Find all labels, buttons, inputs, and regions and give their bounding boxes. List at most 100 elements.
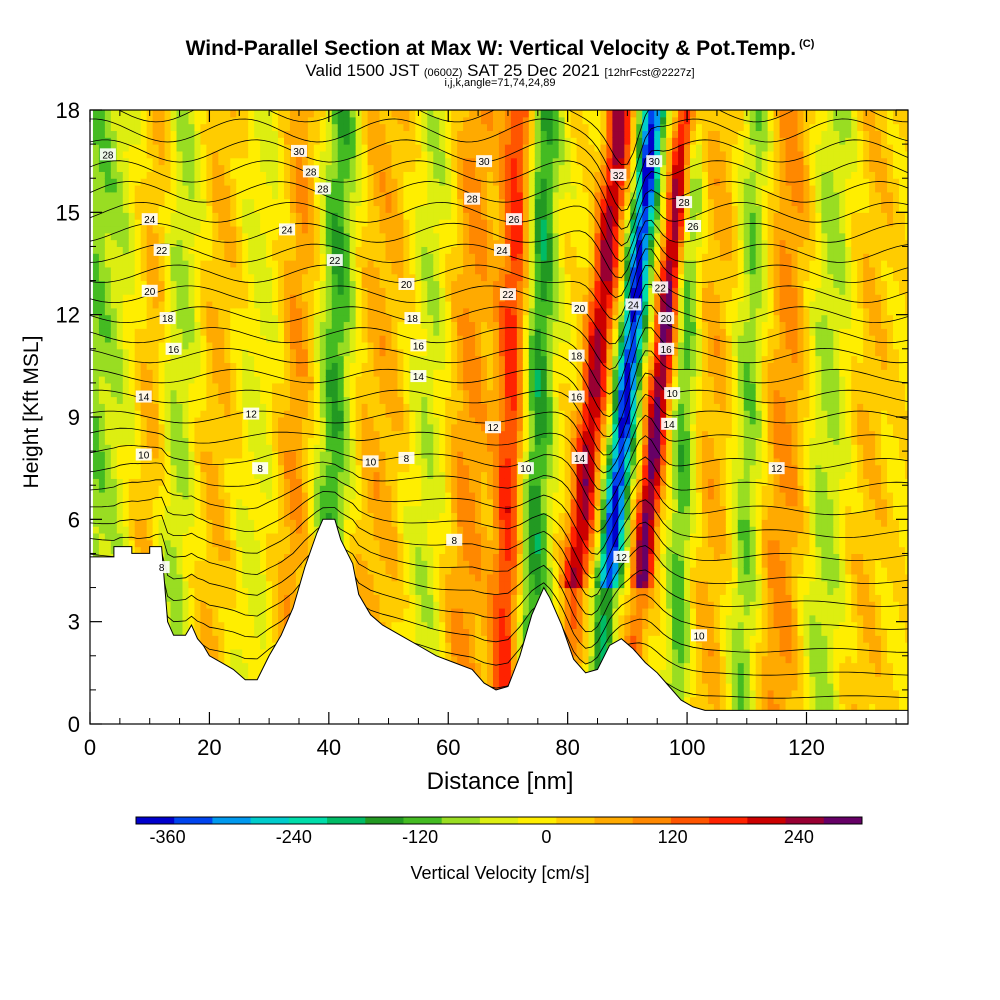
velocity-cell (272, 191, 279, 200)
velocity-cell (224, 567, 231, 575)
velocity-cell (182, 498, 190, 507)
velocity-cell (98, 410, 106, 418)
velocity-cell (361, 178, 369, 186)
velocity-cell (224, 225, 231, 234)
velocity-cell (104, 526, 112, 534)
velocity-cell (188, 260, 196, 268)
velocity-cell (409, 601, 416, 609)
velocity-cell (164, 498, 172, 507)
velocity-cell (140, 382, 148, 391)
velocity-cell (385, 410, 393, 418)
velocity-cell (140, 164, 148, 172)
velocity-cell (116, 362, 124, 370)
velocity-cell (284, 314, 291, 323)
velocity-cell (307, 260, 315, 268)
velocity-cell (415, 444, 422, 452)
velocity-cell (200, 191, 207, 200)
velocity-cell (289, 341, 297, 350)
velocity-cell (385, 355, 393, 363)
velocity-cell (260, 444, 267, 452)
velocity-cell (361, 505, 369, 514)
velocity-cell (385, 587, 393, 595)
velocity-cell (331, 355, 339, 363)
velocity-cell (218, 526, 225, 534)
velocity-cell (122, 219, 130, 227)
velocity-cell (176, 130, 184, 138)
velocity-cell (248, 239, 255, 247)
velocity-cell (152, 137, 160, 145)
velocity-cell (349, 123, 357, 132)
velocity-cell (301, 287, 309, 295)
velocity-cell (158, 184, 166, 193)
velocity-cell (230, 294, 237, 302)
velocity-cell (164, 505, 172, 514)
velocity-cell (403, 355, 410, 363)
velocity-cell (146, 144, 154, 152)
velocity-cell (212, 219, 219, 227)
velocity-cell (260, 232, 267, 241)
velocity-cell (194, 498, 202, 507)
velocity-cell (284, 505, 291, 514)
velocity-cell (361, 376, 369, 384)
velocity-cell (295, 328, 303, 336)
velocity-cell (367, 369, 375, 377)
velocity-cell (218, 655, 225, 664)
velocity-cell (248, 567, 255, 575)
velocity-cell (98, 178, 106, 186)
velocity-cell (313, 355, 321, 363)
velocity-cell (289, 137, 297, 145)
velocity-cell (397, 225, 405, 234)
velocity-cell (110, 376, 118, 384)
velocity-cell (325, 491, 333, 500)
velocity-cell (218, 362, 225, 370)
velocity-cell (116, 539, 124, 548)
velocity-cell (319, 266, 327, 275)
velocity-cell (337, 150, 345, 159)
velocity-cell (391, 416, 399, 425)
velocity-cell (373, 464, 381, 473)
velocity-cell (403, 362, 410, 370)
velocity-cell (355, 335, 363, 343)
velocity-cell (92, 321, 100, 329)
velocity-cell (355, 505, 363, 514)
velocity-cell (260, 246, 267, 254)
velocity-cell (295, 423, 303, 432)
velocity-cell (337, 307, 345, 316)
velocity-cell (230, 437, 237, 445)
velocity-cell (313, 410, 321, 418)
velocity-cell (98, 505, 106, 514)
velocity-cell (343, 198, 351, 207)
velocity-cell (295, 444, 303, 452)
velocity-cell (266, 294, 273, 302)
velocity-cell (122, 328, 130, 336)
velocity-cell (116, 184, 124, 193)
velocity-cell (248, 505, 255, 514)
velocity-cell (146, 225, 154, 234)
velocity-cell (254, 437, 261, 445)
velocity-cell (284, 219, 291, 227)
velocity-cell (403, 594, 410, 602)
velocity-cell (176, 273, 184, 282)
velocity-cell (325, 451, 333, 459)
velocity-cell (301, 457, 309, 466)
velocity-cell (278, 437, 285, 445)
velocity-cell (152, 478, 160, 486)
velocity-cell (272, 396, 279, 404)
velocity-cell (200, 287, 207, 295)
velocity-cell (200, 580, 207, 589)
velocity-cell (206, 273, 213, 282)
velocity-cell (194, 416, 202, 425)
velocity-cell (188, 362, 196, 370)
velocity-cell (313, 150, 321, 159)
velocity-cell (254, 280, 261, 288)
velocity-cell (343, 341, 351, 350)
velocity-cell (104, 137, 112, 145)
velocity-cell (373, 403, 381, 411)
velocity-cell (361, 382, 369, 391)
velocity-cell (343, 280, 351, 288)
velocity-cell (337, 328, 345, 336)
velocity-cell (278, 607, 285, 616)
velocity-cell (391, 110, 399, 118)
velocity-cell (349, 157, 357, 166)
velocity-cell (289, 171, 297, 179)
